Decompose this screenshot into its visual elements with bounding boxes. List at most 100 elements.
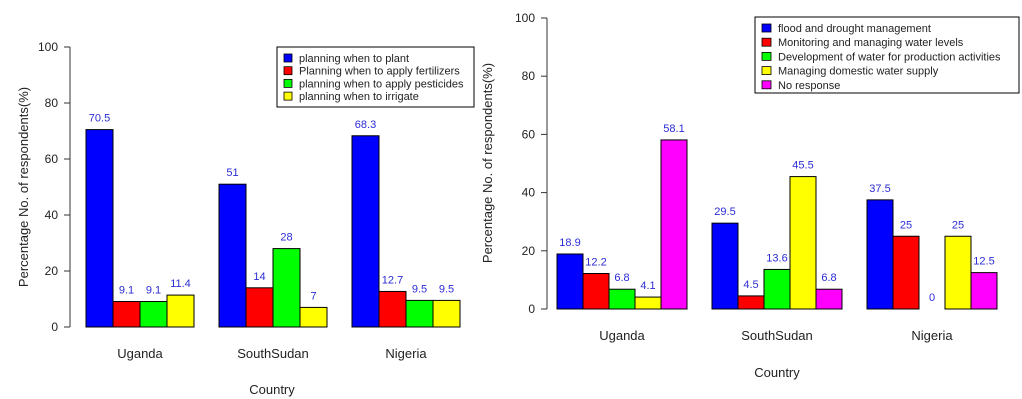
legend-swatch [761, 80, 772, 90]
data-label: 18.9 [559, 237, 580, 249]
x-category-label: Nigeria [385, 346, 427, 361]
y-tick-label: 40 [45, 208, 59, 222]
x-category-label: SouthSudan [237, 346, 309, 361]
chart-2: 0 20 40 60 80 100 18.9 29.5 37.5 12.2 4.5 25 6.8 13.6… [480, 11, 1020, 380]
data-label: 68.3 [355, 119, 376, 131]
y-tick-label: 0 [528, 302, 535, 316]
data-label: 58.1 [663, 123, 684, 135]
data-label: 25 [900, 219, 912, 231]
x-axis-title: Country [249, 382, 295, 397]
bar-flood-and-drought-management-uganda [556, 253, 584, 310]
bar-planning-when-to-apply-fertilizers-southsudan [245, 287, 274, 328]
x-category-label: SouthSudan [741, 328, 813, 343]
bar-monitoring-and-managing-water-levels-southsudan [737, 295, 765, 310]
bar-planning-when-to-irrigate-nigeria [432, 299, 461, 328]
data-label: 13.6 [766, 252, 787, 264]
legend-swatch [761, 66, 772, 75]
y-tick-label: 60 [522, 127, 536, 141]
y-axis-title: Percentage No. of respondents(%) [16, 87, 31, 287]
bar-planning-when-to-apply-pesticides-uganda [139, 301, 168, 328]
legend-swatch [283, 53, 293, 63]
data-label: 12.7 [382, 274, 403, 286]
x-category-label: Nigeria [911, 328, 953, 343]
bar-planning-when-to-apply-pesticides-nigeria [405, 299, 434, 328]
data-label: 70.5 [89, 113, 110, 125]
y-tick-label: 60 [45, 152, 59, 166]
legend-swatch [283, 91, 293, 101]
data-label: 28 [280, 232, 292, 244]
data-label: 51 [226, 167, 238, 179]
bar-no-response-nigeria [970, 272, 998, 310]
bar-planning-when-to-apply-fertilizers-uganda [112, 301, 141, 328]
bar-no-response-southsudan [815, 288, 843, 310]
y-axis-title: Percentage No. of respondents(%) [480, 63, 495, 263]
data-label: 14 [253, 271, 265, 283]
legend-box [276, 46, 475, 108]
data-label: 29.5 [714, 206, 735, 218]
bar-planning-when-to-apply-fertilizers-nigeria [378, 290, 407, 328]
bar-monitoring-and-managing-water-levels-uganda [582, 272, 610, 310]
data-label: 45.5 [792, 160, 813, 172]
data-label: 4.5 [743, 279, 758, 291]
bar-development-of-water-for-production-activities-southsudan [763, 268, 791, 310]
bar-no-response-uganda [660, 139, 688, 310]
data-label: 4.1 [640, 280, 655, 292]
y-tick-label: 100 [515, 11, 535, 25]
legend-box [754, 16, 1020, 94]
bar-planning-when-to-plant-nigeria [351, 135, 380, 328]
bar-flood-and-drought-management-southsudan [711, 222, 739, 310]
legend-swatch [761, 23, 772, 33]
data-label: 11.4 [170, 278, 191, 290]
legend-label: Managing domestic water supply [778, 66, 939, 78]
y-tick-label: 80 [522, 69, 536, 83]
y-tick-label: 100 [38, 40, 58, 54]
bar-flood-and-drought-management-nigeria [866, 199, 894, 310]
chart-1: 0 20 40 60 80 100 70.5 51 68.3 9.1 14 12.7 9.1 28 9.5 1… [16, 40, 475, 397]
bar-monitoring-and-managing-water-levels-nigeria [892, 235, 920, 310]
data-label: 7 [310, 290, 316, 302]
bar-managing-domestic-water-supply-southsudan [789, 176, 817, 310]
y-tick-label: 0 [51, 320, 58, 334]
legend-label: planning when to irrigate [299, 91, 419, 103]
legend-label: No response [778, 80, 840, 92]
legend-swatch [761, 37, 772, 47]
y-tick-label: 40 [522, 186, 536, 200]
data-label: 9.1 [119, 285, 134, 297]
data-label: 12.2 [585, 256, 606, 268]
data-label: 6.8 [821, 272, 836, 284]
bar-managing-domestic-water-supply-uganda [634, 296, 662, 310]
data-label: 25 [952, 219, 964, 231]
data-label: 9.5 [439, 283, 454, 295]
legend-label: planning when to apply pesticides [299, 78, 464, 90]
legend-label: planning when to plant [299, 53, 409, 65]
legend-swatch [283, 79, 293, 88]
legend: flood and drought management Monitoring a… [754, 16, 1020, 94]
x-category-label: Uganda [599, 328, 645, 343]
y-tick-label: 20 [522, 244, 536, 258]
bar-planning-when-to-irrigate-southsudan [299, 306, 328, 328]
bar-planning-when-to-irrigate-uganda [166, 294, 195, 328]
legend-swatch [761, 52, 772, 61]
bar-development-of-water-for-production-activities-uganda [608, 288, 636, 310]
y-tick-label: 20 [45, 264, 59, 278]
data-label: 37.5 [869, 183, 890, 195]
legend-swatch [283, 66, 293, 76]
legend-label: Monitoring and managing water levels [778, 37, 964, 49]
data-label: 6.8 [614, 272, 629, 284]
data-label: 0 [929, 292, 935, 304]
legend-label: flood and drought management [778, 23, 931, 35]
legend-label: Planning when to apply fertilizers [299, 66, 460, 78]
data-label: 12.5 [973, 256, 994, 268]
bar-planning-when-to-apply-pesticides-southsudan [272, 248, 301, 328]
data-label: 9.5 [412, 283, 427, 295]
bar-planning-when-to-plant-southsudan [218, 183, 247, 328]
x-axis-title: Country [754, 365, 800, 380]
y-tick-label: 80 [45, 96, 59, 110]
bar-managing-domestic-water-supply-nigeria [944, 235, 972, 310]
data-label: 9.1 [146, 285, 161, 297]
bar-planning-when-to-plant-uganda [85, 129, 114, 328]
legend-label: Development of water for production acti… [778, 51, 1001, 63]
x-category-label: Uganda [117, 346, 163, 361]
